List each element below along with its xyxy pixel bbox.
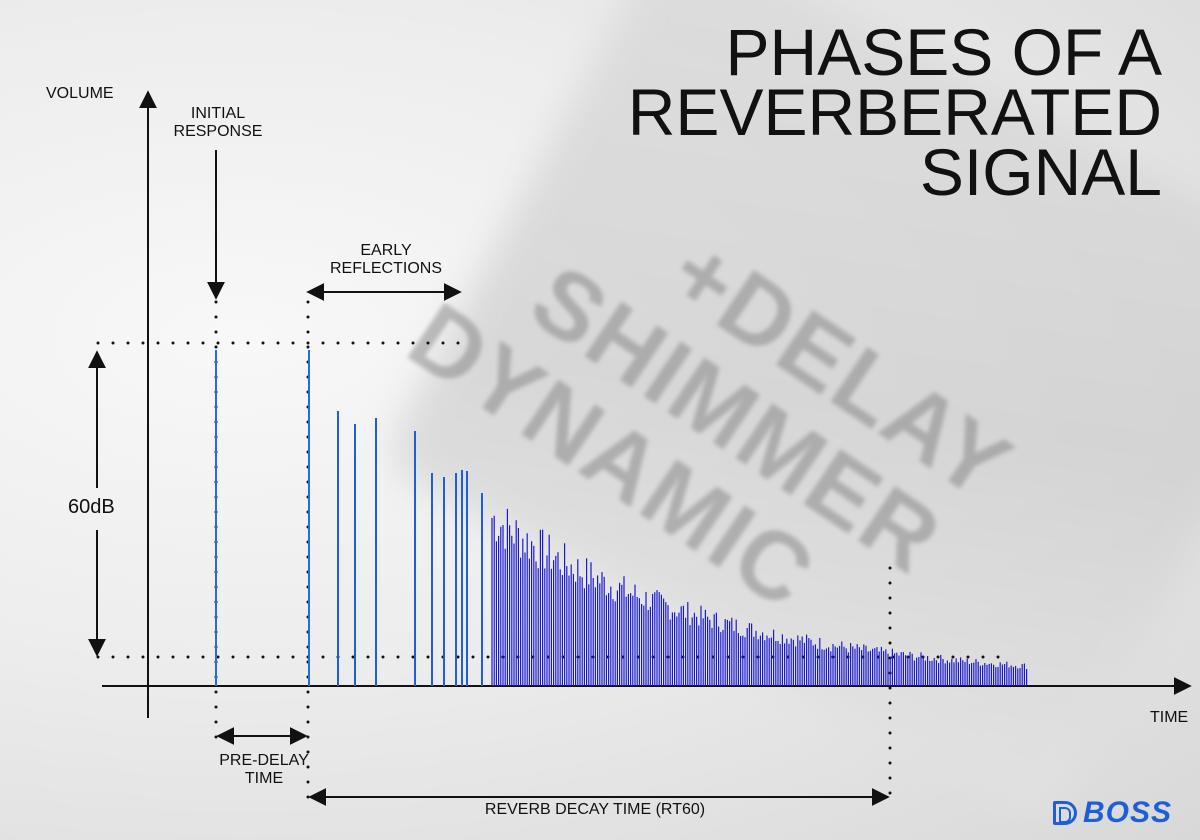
early-reflections-line-2: REFLECTIONS — [329, 260, 442, 277]
dotted-guides — [96, 300, 1007, 802]
pre-delay-line-2: TIME — [244, 770, 284, 787]
diagram-title: PHASES OF A REVERBERATED SIGNAL — [627, 15, 1162, 209]
boss-logo-icon — [1052, 801, 1077, 825]
reverb-tail — [491, 508, 1028, 686]
initial-response-line-1: INITIAL — [190, 105, 246, 122]
early-reflections-line-1: EARLY — [360, 242, 412, 259]
rt60-label: REVERB DECAY TIME (RT60) — [484, 801, 706, 818]
title-line-1: PHASES OF A — [725, 15, 1162, 89]
x-axis-label: TIME — [1150, 709, 1189, 726]
title-line-2: REVERBERATED — [627, 75, 1162, 149]
pre-delay-line-1: PRE-DELAY — [219, 752, 309, 769]
pre-delay-label: PRE-DELAY TIME — [212, 752, 316, 788]
early-reflections-label: EARLY REFLECTIONS — [322, 242, 450, 278]
title-line-3: SIGNAL — [919, 135, 1162, 209]
level-range-label: 60dB — [68, 496, 115, 518]
initial-response-line-2: RESPONSE — [173, 123, 263, 140]
brand-name: BOSS — [1082, 796, 1172, 829]
brand-logo: BOSS — [1052, 796, 1172, 829]
initial-response-label: INITIAL RESPONSE — [166, 105, 270, 141]
y-axis-label: VOLUME — [46, 85, 114, 102]
early-reflections — [337, 411, 483, 686]
initial-impulse — [215, 350, 310, 686]
